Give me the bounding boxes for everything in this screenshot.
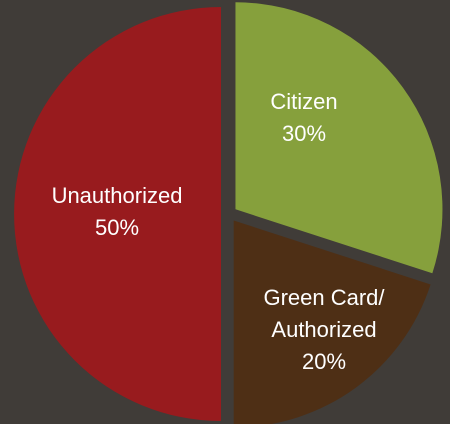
slice-label: Green Card/ Authorized 20% xyxy=(244,282,404,378)
category-label: Unauthorized xyxy=(51,183,183,208)
category-label: Green Card/ Authorized xyxy=(263,285,385,342)
pie-slice xyxy=(14,7,221,421)
pie-slice xyxy=(235,2,443,274)
value-label: 50% xyxy=(94,215,140,240)
value-label: 30% xyxy=(281,121,327,146)
slice-label: Citizen 30% xyxy=(234,86,374,150)
slice-label: Unauthorized 50% xyxy=(17,180,217,244)
value-label: 20% xyxy=(301,349,347,374)
category-label: Citizen xyxy=(270,89,338,114)
pie-slice xyxy=(233,220,431,424)
